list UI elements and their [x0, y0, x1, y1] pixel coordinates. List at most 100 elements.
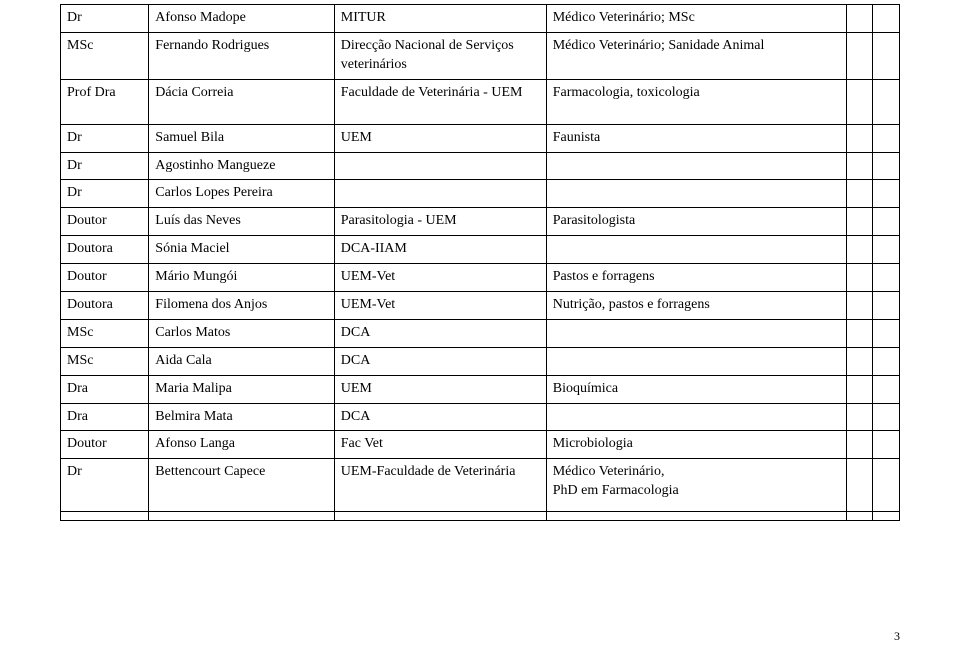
cell-title: Doutor	[61, 264, 149, 292]
cell-title: Dr	[61, 124, 149, 152]
cell-extra1	[847, 124, 873, 152]
cell-name: Bettencourt Capece	[149, 459, 334, 512]
cell-extra2	[873, 236, 900, 264]
cell-name: Carlos Matos	[149, 319, 334, 347]
cell-spec	[546, 152, 846, 180]
cell-extra1	[847, 79, 873, 124]
cell-inst	[334, 180, 546, 208]
cell-title: Dr	[61, 180, 149, 208]
table-row: Prof Dra Dácia Correia Faculdade de Vete…	[61, 79, 900, 124]
cell-extra1	[847, 5, 873, 33]
cell-extra1	[847, 512, 873, 521]
cell-extra1	[847, 292, 873, 320]
table-row: Doutor Mário Mungói UEM-Vet Pastos e for…	[61, 264, 900, 292]
cell-extra2	[873, 79, 900, 124]
cell-title: Dra	[61, 375, 149, 403]
cell-inst: Parasitologia - UEM	[334, 208, 546, 236]
cell-inst: Direcção Nacional de Serviços veterinári…	[334, 32, 546, 79]
cell-name: Afonso Madope	[149, 5, 334, 33]
cell-title: MSc	[61, 32, 149, 79]
cell-title	[61, 512, 149, 521]
cell-spec	[546, 236, 846, 264]
cell-name: Mário Mungói	[149, 264, 334, 292]
cell-name: Luís das Neves	[149, 208, 334, 236]
cell-title: Dr	[61, 152, 149, 180]
cell-name: Sónia Maciel	[149, 236, 334, 264]
cell-spec: Farmacologia, toxicologia	[546, 79, 846, 124]
cell-name: Dácia Correia	[149, 79, 334, 124]
table-row: Dr Afonso Madope MITUR Médico Veterinári…	[61, 5, 900, 33]
cell-extra1	[847, 459, 873, 512]
table-row	[61, 512, 900, 521]
cell-title: Doutor	[61, 431, 149, 459]
table-row: MSc Carlos Matos DCA	[61, 319, 900, 347]
cell-spec: Faunista	[546, 124, 846, 152]
cell-title: Dra	[61, 403, 149, 431]
cell-inst: MITUR	[334, 5, 546, 33]
cell-inst: DCA	[334, 319, 546, 347]
cell-spec: Médico Veterinário,PhD em Farmacologia	[546, 459, 846, 512]
cell-extra2	[873, 180, 900, 208]
table-row: Dr Bettencourt Capece UEM-Faculdade de V…	[61, 459, 900, 512]
cell-inst: Fac Vet	[334, 431, 546, 459]
cell-extra1	[847, 347, 873, 375]
cell-extra1	[847, 264, 873, 292]
cell-name: Samuel Bila	[149, 124, 334, 152]
cell-extra2	[873, 152, 900, 180]
table-row: Doutor Luís das Neves Parasitologia - UE…	[61, 208, 900, 236]
cell-spec: Médico Veterinário; Sanidade Animal	[546, 32, 846, 79]
cell-inst: UEM-Vet	[334, 292, 546, 320]
cell-extra1	[847, 152, 873, 180]
cell-inst: DCA	[334, 347, 546, 375]
table-row: Dr Carlos Lopes Pereira	[61, 180, 900, 208]
cell-extra2	[873, 124, 900, 152]
cell-extra2	[873, 403, 900, 431]
cell-inst: UEM-Faculdade de Veterinária	[334, 459, 546, 512]
cell-spec	[546, 403, 846, 431]
cell-extra1	[847, 180, 873, 208]
cell-spec: Nutrição, pastos e forragens	[546, 292, 846, 320]
table-row: Dr Agostinho Mangueze	[61, 152, 900, 180]
cell-name: Filomena dos Anjos	[149, 292, 334, 320]
cell-extra2	[873, 292, 900, 320]
cell-extra1	[847, 431, 873, 459]
cell-extra1	[847, 208, 873, 236]
cell-name: Agostinho Mangueze	[149, 152, 334, 180]
cell-extra1	[847, 403, 873, 431]
staff-table: Dr Afonso Madope MITUR Médico Veterinári…	[60, 4, 900, 521]
cell-inst: UEM	[334, 375, 546, 403]
cell-name: Fernando Rodrigues	[149, 32, 334, 79]
cell-inst: DCA-IIAM	[334, 236, 546, 264]
table-row: MSc Aida Cala DCA	[61, 347, 900, 375]
cell-extra2	[873, 431, 900, 459]
cell-extra2	[873, 459, 900, 512]
cell-extra2	[873, 5, 900, 33]
cell-extra2	[873, 208, 900, 236]
cell-title: Doutora	[61, 236, 149, 264]
cell-spec: Microbiologia	[546, 431, 846, 459]
cell-spec	[546, 347, 846, 375]
table-row: Dra Belmira Mata DCA	[61, 403, 900, 431]
cell-spec	[546, 180, 846, 208]
table-row: Dra Maria Malipa UEM Bioquímica	[61, 375, 900, 403]
cell-extra2	[873, 264, 900, 292]
cell-name: Afonso Langa	[149, 431, 334, 459]
table-row: Doutora Sónia Maciel DCA-IIAM	[61, 236, 900, 264]
cell-spec: Pastos e forragens	[546, 264, 846, 292]
cell-spec: Parasitologista	[546, 208, 846, 236]
table-row: Dr Samuel Bila UEM Faunista	[61, 124, 900, 152]
cell-title: Doutor	[61, 208, 149, 236]
cell-extra2	[873, 347, 900, 375]
cell-extra1	[847, 375, 873, 403]
cell-title: Dr	[61, 459, 149, 512]
page-number: 3	[894, 629, 900, 644]
table-row: MSc Fernando Rodrigues Direcção Nacional…	[61, 32, 900, 79]
cell-inst	[334, 152, 546, 180]
cell-title: Dr	[61, 5, 149, 33]
cell-inst	[334, 512, 546, 521]
page: Dr Afonso Madope MITUR Médico Veterinári…	[0, 0, 960, 652]
cell-inst: Faculdade de Veterinária - UEM	[334, 79, 546, 124]
cell-extra2	[873, 375, 900, 403]
cell-name	[149, 512, 334, 521]
cell-title: MSc	[61, 347, 149, 375]
